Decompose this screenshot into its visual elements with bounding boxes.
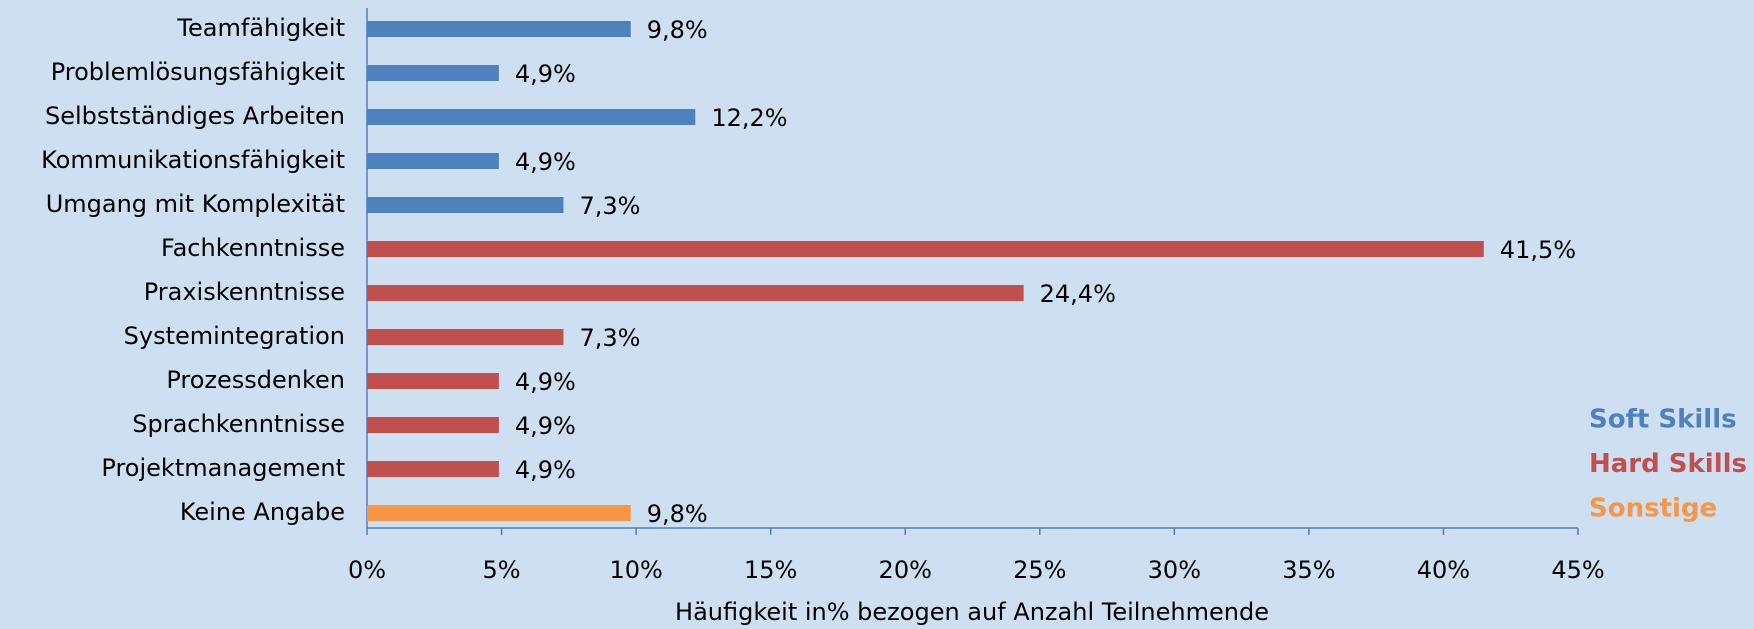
bar (367, 417, 499, 433)
x-tick-label: 45% (1551, 556, 1604, 584)
x-tick-label: 15% (744, 556, 797, 584)
x-tick-label: 40% (1417, 556, 1470, 584)
value-label: 7,3% (579, 324, 640, 352)
x-tick-label: 5% (483, 556, 521, 584)
bar (367, 153, 499, 169)
value-label: 4,9% (515, 148, 576, 176)
bar (367, 373, 499, 389)
bar (367, 285, 1024, 301)
bar (367, 197, 564, 213)
bar (367, 65, 499, 81)
category-label: Systemintegration (124, 322, 345, 350)
bar (367, 505, 631, 521)
value-label: 7,3% (579, 192, 640, 220)
legend-entry: Soft Skills (1589, 405, 1737, 435)
x-tick-label: 35% (1282, 556, 1335, 584)
category-label: Umgang mit Komplexität (46, 190, 345, 218)
bar (367, 21, 631, 37)
category-label: Teamfähigkeit (176, 14, 345, 42)
category-label: Fachkenntnisse (161, 234, 345, 262)
bar (367, 461, 499, 477)
bar (367, 109, 696, 125)
x-tick-label: 10% (609, 556, 662, 584)
x-tick-label: 0% (348, 556, 386, 584)
x-tick-label: 20% (879, 556, 932, 584)
category-label: Problemlösungsfähigkeit (51, 58, 345, 86)
x-tick-label: 30% (1148, 556, 1201, 584)
category-label: Selbstständiges Arbeiten (45, 102, 345, 130)
value-label: 9,8% (647, 16, 708, 44)
bar (367, 241, 1484, 257)
x-tick-label: 25% (1013, 556, 1066, 584)
value-label: 9,8% (647, 500, 708, 528)
category-label: Prozessdenken (166, 366, 345, 394)
legend-entry: Sonstige (1589, 494, 1717, 524)
category-label: Keine Angabe (180, 498, 345, 526)
value-label: 24,4% (1040, 280, 1116, 308)
bar (367, 329, 564, 345)
value-label: 4,9% (515, 60, 576, 88)
category-label: Sprachkenntnisse (132, 410, 345, 438)
value-label: 41,5% (1500, 236, 1576, 264)
category-label: Kommunikationsfähigkeit (41, 146, 345, 174)
category-label: Praxiskenntnisse (144, 278, 345, 306)
value-label: 12,2% (711, 104, 787, 132)
category-label: Projektmanagement (101, 454, 345, 482)
legend-entry: Hard Skills (1589, 449, 1747, 479)
value-label: 4,9% (515, 412, 576, 440)
value-label: 4,9% (515, 456, 576, 484)
x-axis-title: Häufigkeit in% bezogen auf Anzahl Teilne… (675, 598, 1269, 626)
value-label: 4,9% (515, 368, 576, 396)
